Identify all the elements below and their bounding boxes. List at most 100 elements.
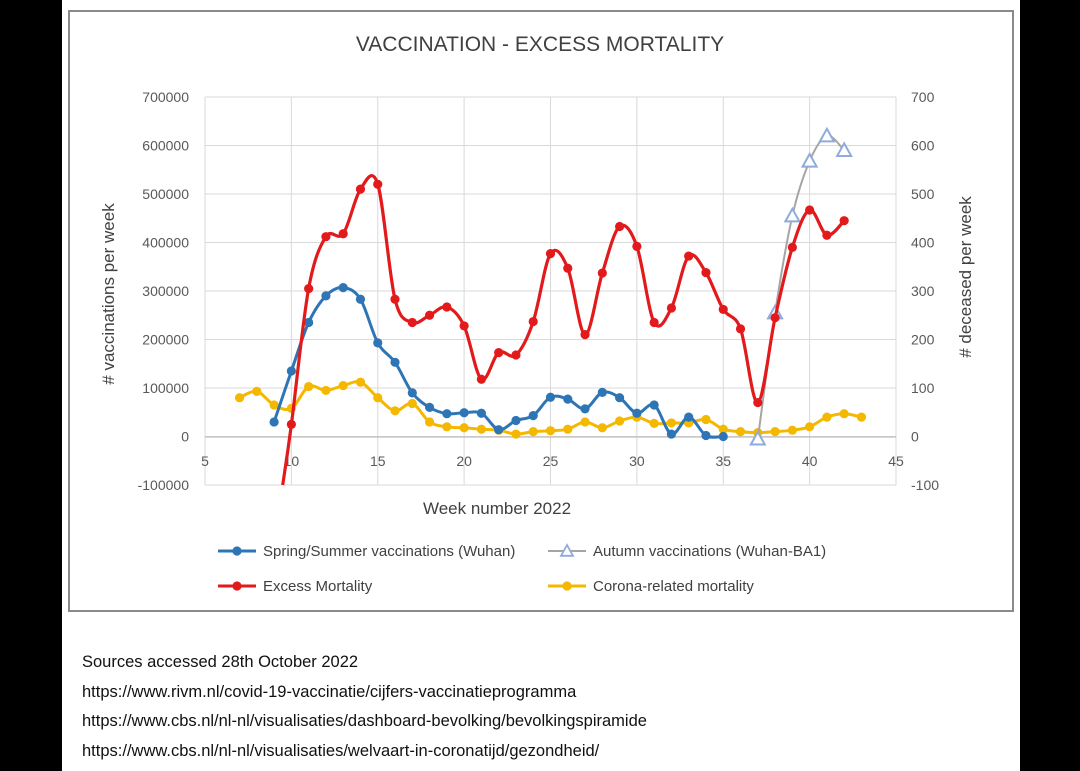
data-point-corona-mortality [701, 414, 711, 425]
data-point-autumn-vaccinations [749, 429, 767, 446]
chart-title: VACCINATION - EXCESS MORTALITY [356, 33, 724, 56]
source-link-cbs-bevolking[interactable]: https://www.cbs.nl/nl-nl/visualisaties/d… [82, 712, 647, 730]
legend-label: Corona-related mortality [593, 578, 754, 595]
data-point-corona-mortality [580, 417, 590, 427]
data-point-excess-mortality [839, 216, 849, 226]
data-point-autumn-vaccinations [835, 141, 853, 157]
y-axis-left-title: # vaccinations per week [99, 203, 118, 385]
data-point-corona-mortality [459, 423, 469, 433]
data-point-corona-mortality [338, 380, 348, 391]
data-point-excess-mortality [459, 321, 469, 331]
data-point-excess-mortality [718, 304, 728, 315]
data-point-spring-vaccinations [476, 408, 486, 418]
legend-label: Autumn vaccinations (Wuhan-BA1) [593, 543, 826, 560]
data-point-autumn-vaccinations [818, 126, 836, 143]
legend-swatch-marker [232, 581, 242, 591]
data-point-corona-mortality [563, 424, 573, 434]
legend-swatch-marker [562, 581, 572, 591]
data-point-excess-mortality [338, 229, 348, 239]
data-point-corona-mortality [545, 426, 556, 436]
data-point-spring-vaccinations [597, 387, 607, 397]
chart-axes: -100000 -100 0 0 100000 100 200000 200 300000 300… [138, 89, 940, 493]
data-point-excess-mortality [805, 205, 815, 215]
data-point-spring-vaccinations [580, 404, 590, 414]
data-point-excess-mortality [615, 221, 625, 232]
legend-swatch-marker [232, 546, 242, 556]
data-point-corona-mortality [424, 417, 435, 427]
data-point-excess-mortality [476, 374, 486, 384]
series-autumn-vaccinations [749, 126, 853, 446]
x-tick-label: 40 [802, 453, 818, 469]
data-point-corona-mortality [304, 381, 314, 392]
data-point-corona-mortality [355, 377, 366, 387]
data-point-spring-vaccinations [459, 408, 469, 418]
sources-block: Sources accessed 28th October 2022 https… [82, 648, 647, 766]
data-point-spring-vaccinations [545, 392, 556, 402]
x-tick-label: 5 [201, 453, 209, 469]
data-point-corona-mortality [373, 393, 383, 403]
legend-item-excess-mortality: Excess Mortality [218, 578, 373, 595]
data-point-excess-mortality [649, 317, 659, 328]
series-line-spring-vaccinations [272, 286, 724, 439]
data-point-excess-mortality [787, 242, 797, 252]
data-point-corona-mortality [252, 386, 262, 396]
data-point-spring-vaccinations [338, 283, 348, 293]
y-left-tick-label: 700000 [142, 89, 189, 105]
legend-label: Spring/Summer vaccinations (Wuhan) [263, 543, 515, 560]
legend-swatch-marker [559, 543, 575, 557]
data-point-excess-mortality [528, 316, 538, 327]
legend-item-spring-vaccinations: Spring/Summer vaccinations (Wuhan) [218, 543, 515, 560]
data-point-spring-vaccinations [286, 366, 296, 376]
y-axis-right-title: # deceased per week [956, 196, 975, 358]
y-left-tick-label: 400000 [142, 235, 189, 251]
x-tick-label: 25 [543, 453, 559, 469]
data-point-excess-mortality [286, 419, 296, 429]
data-point-spring-vaccinations [718, 431, 728, 442]
data-point-spring-vaccinations [494, 425, 504, 435]
data-point-excess-mortality [770, 313, 780, 323]
y-right-tick-label: -100 [911, 477, 939, 493]
data-point-excess-mortality [735, 324, 746, 334]
x-tick-label: 30 [629, 453, 645, 469]
data-point-spring-vaccinations [649, 400, 659, 410]
chart-grid [204, 96, 897, 486]
data-point-excess-mortality [355, 184, 366, 194]
data-point-corona-mortality [390, 406, 400, 416]
data-point-spring-vaccinations [666, 429, 677, 439]
data-point-corona-mortality [856, 412, 867, 422]
data-point-excess-mortality [321, 232, 331, 242]
data-point-corona-mortality [787, 425, 797, 435]
y-right-tick-label: 400 [911, 235, 935, 251]
data-point-corona-mortality [666, 418, 677, 428]
sources-heading: Sources accessed 28th October 2022 [82, 653, 359, 671]
data-point-corona-mortality [234, 393, 245, 403]
series-spring-vaccinations [269, 283, 728, 442]
legend-item-autumn-vaccinations: Autumn vaccinations (Wuhan-BA1) [548, 543, 826, 560]
x-tick-label: 45 [888, 453, 904, 469]
series-line-autumn-vaccinations [756, 134, 845, 440]
data-point-spring-vaccinations [632, 408, 642, 418]
data-point-spring-vaccinations [511, 415, 521, 426]
source-link-rivm[interactable]: https://www.rivm.nl/covid-19-vaccinatie/… [82, 682, 577, 701]
data-point-corona-mortality [269, 400, 279, 410]
source-link-cbs-gezondheid[interactable]: https://www.cbs.nl/nl-nl/visualisaties/w… [82, 741, 600, 760]
y-left-tick-label: 600000 [142, 138, 189, 154]
data-point-corona-mortality [597, 423, 607, 433]
y-right-tick-label: 700 [911, 89, 935, 105]
y-left-tick-label: 200000 [142, 332, 189, 348]
data-point-spring-vaccinations [424, 402, 435, 412]
y-left-tick-label: 300000 [142, 283, 189, 299]
data-point-excess-mortality [822, 230, 832, 240]
data-point-excess-mortality [373, 179, 383, 189]
y-right-tick-label: 300 [911, 283, 935, 299]
data-point-spring-vaccinations [615, 393, 625, 403]
legend-label: Excess Mortality [263, 578, 373, 595]
data-point-autumn-vaccinations [800, 151, 819, 168]
data-point-corona-mortality [718, 424, 728, 434]
data-point-excess-mortality [494, 347, 504, 358]
data-point-excess-mortality [563, 263, 573, 273]
y-right-tick-label: 200 [911, 332, 935, 348]
data-point-corona-mortality [822, 412, 832, 422]
data-point-spring-vaccinations [304, 317, 314, 328]
line-chart: VACCINATION - EXCESS MORTALITY -100000 -1… [99, 33, 975, 595]
